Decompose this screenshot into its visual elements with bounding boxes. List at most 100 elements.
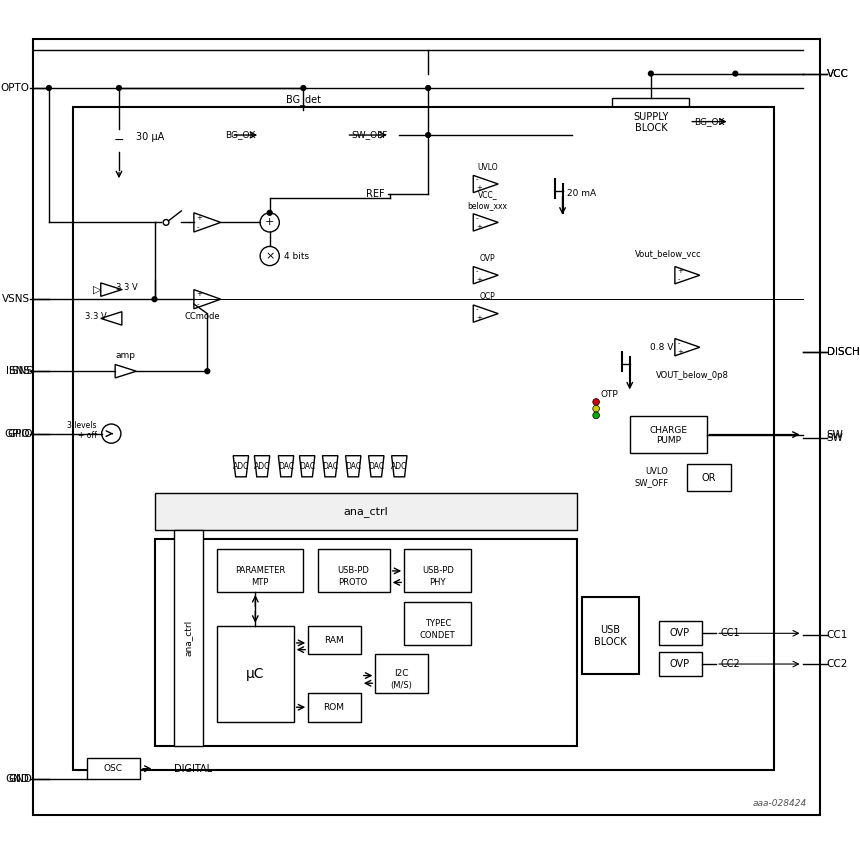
- Text: PHY: PHY: [429, 578, 446, 587]
- Polygon shape: [391, 456, 407, 477]
- Text: UVLO: UVLO: [477, 162, 498, 171]
- Text: VCC: VCC: [826, 69, 849, 79]
- Text: ISNS: ISNS: [9, 366, 33, 376]
- FancyBboxPatch shape: [174, 530, 202, 745]
- Text: DAC: DAC: [278, 462, 294, 470]
- Circle shape: [267, 211, 272, 215]
- Text: ana_ctrl: ana_ctrl: [184, 620, 193, 655]
- Text: ▷: ▷: [93, 284, 101, 295]
- Text: +: +: [476, 315, 482, 321]
- Text: SW: SW: [826, 434, 844, 443]
- FancyBboxPatch shape: [260, 110, 347, 160]
- FancyBboxPatch shape: [33, 39, 820, 815]
- Text: DAC: DAC: [299, 462, 316, 470]
- FancyBboxPatch shape: [404, 602, 471, 645]
- Text: 3.3 V: 3.3 V: [116, 284, 138, 292]
- Text: 0.8 V: 0.8 V: [649, 343, 673, 351]
- Polygon shape: [101, 312, 122, 325]
- FancyBboxPatch shape: [88, 758, 140, 779]
- Text: +: +: [197, 291, 203, 297]
- Text: VOUT_below_0p8: VOUT_below_0p8: [655, 371, 728, 380]
- Text: I2C: I2C: [394, 669, 408, 678]
- Polygon shape: [299, 456, 315, 477]
- Text: -: -: [197, 224, 200, 230]
- Text: MTP: MTP: [251, 578, 269, 587]
- Text: 3 levels: 3 levels: [67, 421, 97, 430]
- Text: +: +: [678, 268, 684, 274]
- Text: OVP: OVP: [670, 628, 690, 638]
- Text: BG_OK: BG_OK: [694, 117, 724, 127]
- Text: DAC: DAC: [322, 462, 338, 470]
- Text: VSNS: VSNS: [2, 295, 30, 304]
- Text: ROM: ROM: [323, 703, 345, 711]
- Text: VCC_
below_xxx: VCC_ below_xxx: [468, 190, 507, 210]
- Text: CCmode: CCmode: [185, 312, 220, 321]
- Polygon shape: [473, 305, 498, 323]
- Text: TYPEC: TYPEC: [425, 619, 451, 628]
- Circle shape: [301, 86, 305, 90]
- Text: OVP: OVP: [670, 659, 690, 669]
- Text: BG_OK: BG_OK: [225, 131, 255, 139]
- FancyBboxPatch shape: [687, 464, 730, 492]
- Text: PUMP: PUMP: [655, 436, 680, 445]
- Text: ana_ctrl: ana_ctrl: [343, 506, 388, 517]
- Circle shape: [426, 86, 431, 90]
- Text: USB: USB: [600, 626, 621, 635]
- Text: -: -: [476, 306, 479, 312]
- Text: ADC: ADC: [233, 462, 249, 470]
- Polygon shape: [115, 364, 136, 378]
- Circle shape: [733, 71, 738, 76]
- Text: PROTO: PROTO: [339, 578, 368, 587]
- Text: +: +: [476, 224, 482, 230]
- Text: OR: OR: [701, 473, 716, 483]
- Circle shape: [593, 412, 599, 419]
- Text: Vout_below_vcc: Vout_below_vcc: [635, 249, 702, 258]
- Text: DIGITAL: DIGITAL: [174, 764, 212, 773]
- FancyBboxPatch shape: [375, 655, 428, 693]
- Text: BLOCK: BLOCK: [635, 123, 667, 133]
- Text: −: −: [114, 134, 124, 148]
- Text: OSC: OSC: [104, 764, 123, 773]
- Text: 20 mA: 20 mA: [568, 189, 597, 198]
- Text: GND: GND: [9, 774, 33, 784]
- Text: OTP: OTP: [601, 390, 618, 399]
- Text: -: -: [678, 277, 680, 283]
- FancyBboxPatch shape: [217, 548, 304, 592]
- Text: ×: ×: [265, 251, 274, 261]
- Polygon shape: [675, 339, 700, 356]
- FancyBboxPatch shape: [73, 107, 774, 770]
- Text: DAC: DAC: [345, 462, 361, 470]
- Text: CONDET: CONDET: [420, 631, 456, 640]
- Text: GND: GND: [6, 774, 30, 784]
- Text: +: +: [476, 185, 482, 191]
- Text: amp: amp: [116, 351, 136, 360]
- Circle shape: [593, 405, 599, 412]
- Text: ISNS: ISNS: [6, 366, 30, 376]
- Polygon shape: [233, 456, 249, 477]
- Circle shape: [260, 246, 280, 266]
- FancyBboxPatch shape: [155, 539, 577, 745]
- Text: -: -: [476, 215, 479, 221]
- FancyBboxPatch shape: [308, 626, 361, 655]
- Text: UVLO: UVLO: [645, 467, 668, 475]
- Circle shape: [152, 297, 157, 301]
- Text: +: +: [265, 217, 274, 228]
- Polygon shape: [346, 456, 361, 477]
- Text: SW_OFF: SW_OFF: [352, 131, 388, 139]
- Text: (M/S): (M/S): [390, 681, 412, 689]
- Polygon shape: [194, 213, 221, 232]
- Text: SW: SW: [826, 430, 844, 440]
- Text: + off: + off: [78, 431, 97, 440]
- Text: -: -: [476, 177, 479, 183]
- Text: REF: REF: [366, 188, 385, 199]
- Text: OPTO: OPTO: [1, 83, 30, 93]
- FancyBboxPatch shape: [659, 621, 702, 645]
- FancyBboxPatch shape: [155, 493, 577, 530]
- FancyBboxPatch shape: [217, 626, 294, 722]
- Polygon shape: [473, 267, 498, 284]
- Polygon shape: [322, 456, 338, 477]
- FancyBboxPatch shape: [404, 548, 471, 592]
- FancyBboxPatch shape: [308, 693, 361, 722]
- Polygon shape: [473, 214, 498, 231]
- Text: BG_det: BG_det: [286, 94, 321, 105]
